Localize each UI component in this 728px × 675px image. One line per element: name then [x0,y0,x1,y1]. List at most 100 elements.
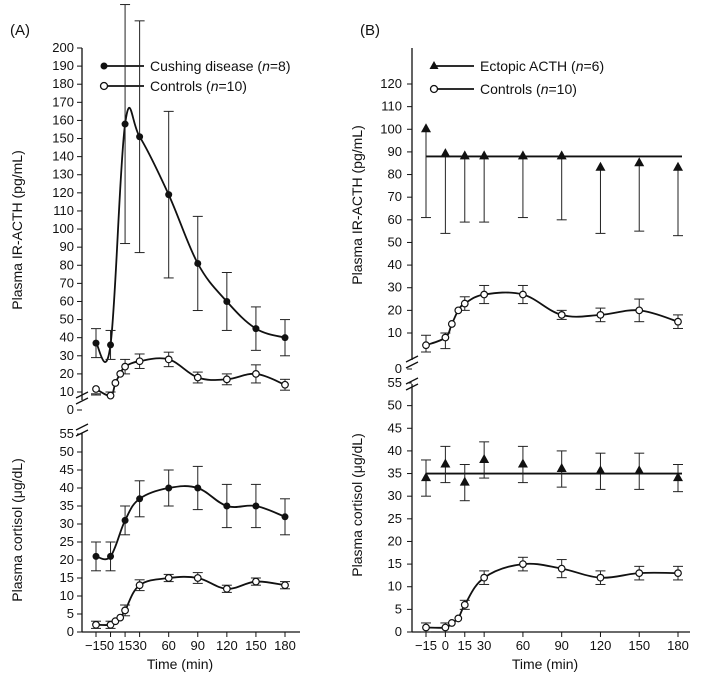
panel-b-xlabel: Time (min) [512,656,578,672]
panel-a-acth-ylabel: Plasma IR-ACTH (pg/mL) [9,150,25,309]
b-bottom-xtick-label: 0 [442,638,449,653]
a-top-ytick-label: 110 [53,203,74,218]
b-top-series-0-point [595,161,606,171]
legend-b-controls-marker [429,84,439,94]
a-top-ytick-label: 150 [52,131,74,146]
b-bottom-series-1-point [480,573,489,582]
a-top-series-1-point [193,373,202,382]
a-top-ytick-label: 20 [60,366,74,381]
b-bottom-xtick-label: 180 [667,638,689,653]
b-top-series-0-point [634,157,645,167]
legend-b-ectopic-marker [429,61,439,69]
a-bottom-series-1-point [164,574,173,582]
a-top-ytick-label: 60 [60,293,74,308]
b-top-ytick-label: 70 [388,189,402,204]
a-bottom-ytick-label: 45 [60,462,74,477]
a-bottom-series-1-point [92,620,100,629]
b-bottom-series-1-point [454,614,463,623]
a-bottom-series-1-point [121,606,129,615]
b-bottom-series-0-point [459,476,470,486]
b-top-series-0-point [673,161,683,171]
a-bottom-xtick-label: 60 [161,638,175,653]
a-top-series-1-point [116,369,125,378]
b-top-series-1-point [519,290,527,299]
a-bottom-xtick-label: 30 [132,638,146,653]
b-bottom-series-0-point [595,465,606,475]
panel-a-axes [75,48,300,633]
a-bottom-ytick-label: 30 [60,516,74,531]
a-bottom-ytick-label: 40 [60,480,74,495]
a-top-ytick-label: 50 [60,312,74,327]
b-top-series-1-point [447,320,456,328]
b-bottom-ytick-label: 5 [395,601,402,616]
b-bottom-xtick-label: 120 [590,638,612,653]
b-bottom-xtick-label: 60 [516,638,530,653]
b-top-series-1-point [674,317,682,326]
b-bottom-series-1-point [422,623,430,632]
b-bottom-ytick-label: 15 [388,556,402,571]
b-bottom-ytick-label: 0 [395,624,402,639]
legend-a-cushing-marker [100,62,108,70]
b-top-ytick-label: 110 [381,99,402,114]
a-top-series-1-point [121,362,129,371]
b-top-ytick-label: 30 [388,280,402,295]
b-bottom-ytick-label: 40 [388,443,402,458]
a-top-ytick-label: 30 [60,348,74,363]
b-bottom-series-1-point [557,564,566,573]
a-bottom-series-1-point [116,613,125,622]
b-top-ytick-label: 20 [388,302,402,317]
a-bottom-ytick-label: 35 [60,498,74,513]
a-bottom-series-0-point [107,552,115,560]
panel-b-acth-ylabel: Plasma IR-ACTH (pg/mL) [349,125,365,284]
b-top-ytick-label: 90 [388,144,402,159]
legend-b: Ectopic ACTH (n=6) Controls (n=10) [429,58,604,97]
a-top-ytick-label: 70 [60,275,74,290]
b-bottom-series-0-point [556,463,567,473]
b-top-series-0-point [556,150,567,160]
a-top-series-1-point [222,375,231,384]
a-top-ytick-label: 130 [52,167,74,182]
b-top-ytick-label: 40 [388,257,402,272]
b-bottom-xtick-label: 150 [628,638,650,653]
a-top-ytick-label: 100 [52,221,74,236]
b-top-ytick-label: 60 [388,212,402,227]
a-bottom-series-1-point [135,581,144,590]
b-top-series-1-point [596,310,605,319]
a-top-series-1-point [92,385,100,393]
a-bottom-ytick-label: 15 [60,570,74,585]
a-top-series-0-point [136,133,144,141]
a-top-series-0-point [165,191,173,199]
b-bottom-xtick-label: 90 [554,638,568,653]
a-top-ytick-label: 190 [52,58,74,73]
a-bottom-series-0-point [281,513,289,521]
panel-a-xlabel: Time (min) [147,656,213,672]
a-top-series-0-point [281,334,289,342]
b-bottom-series-1-point [460,600,469,609]
a-bottom-ytick-label: 5 [67,606,74,621]
a-bottom-ytick-label: 20 [60,552,74,567]
a-bottom-ytick-label: 50 [60,444,74,459]
a-bottom-xtick-label: 15 [118,638,132,653]
b-top-series-0-point [479,150,490,160]
b-bottom-ytick-label: 35 [388,466,402,481]
a-top-series-1-point [106,391,115,400]
a-top-ytick-label: 80 [60,257,74,272]
b-bottom-ytick-label: 50 [388,398,402,413]
b-top-series-1-point [557,310,566,319]
b-top-ytick-label: 10 [388,325,402,340]
a-top-series-0-point [121,120,129,128]
a-top-ytick-label: 40 [60,330,74,345]
b-top-series-0-point [459,150,470,160]
b-top-series-1-point [454,306,463,315]
b-top-series-0-point [440,148,451,158]
b-bottom-series-0-point [517,458,528,468]
b-top-series-0-point [517,150,528,160]
b-bottom-ytick-label: 10 [388,579,402,594]
a-bottom-series-0-point [121,516,129,524]
b-bottom-series-0-point [440,458,451,468]
a-bottom-ytick-label: 10 [60,588,74,603]
a-top-series-1-point [164,355,173,364]
b-bottom-xtick-label: −15 [415,638,437,653]
a-top-series-0-point [107,341,115,349]
b-top-series-1-point [460,299,469,308]
